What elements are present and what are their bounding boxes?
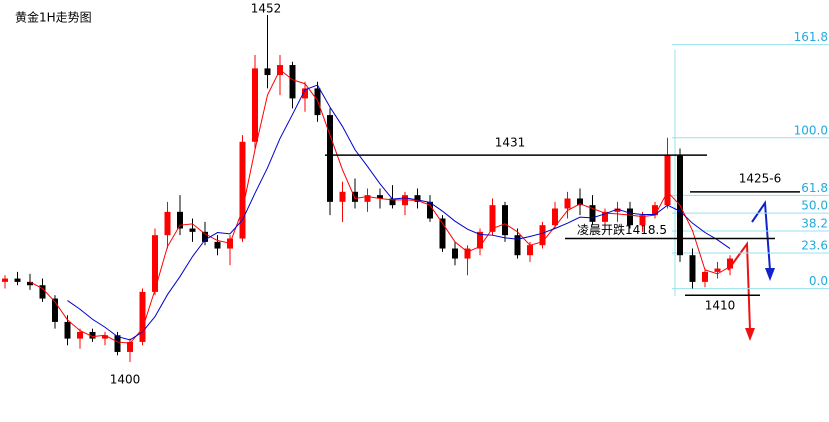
fib-label: 100.0 [794,123,828,137]
candle-body [727,258,733,269]
candle-body [102,335,108,339]
candle-body [139,291,146,342]
level-label: 1431 [495,136,526,150]
candle-body [514,235,521,256]
candle-body [389,198,396,206]
candle-body [377,195,383,199]
candle-body [27,281,33,286]
fib-label: 161.8 [794,30,828,44]
candle-body [477,231,483,249]
candle-body [214,241,221,249]
candle-body [14,278,21,282]
candle-body [89,331,96,339]
candle-body [639,215,646,226]
candle-body [64,321,71,339]
candle-body [2,278,8,282]
level-label: 凌晨开跌1418.5 [577,222,667,237]
candle-body [289,65,296,99]
candle-body [602,211,608,222]
candle-body [202,231,208,242]
fib-label: 38.2 [801,216,828,230]
candle-body [177,211,183,229]
candle-body [564,198,571,209]
candle-body [502,205,508,236]
candle-body [552,208,558,226]
candle-body [252,68,258,142]
moving-average [67,84,731,341]
moving-average [29,68,731,344]
fib-label: 23.6 [801,238,828,252]
candle-body [689,255,696,282]
fib-label: 50.0 [801,199,828,213]
candle-body [264,68,271,76]
candle-body [352,191,358,202]
candle-body [52,298,58,322]
candle-body [489,205,496,232]
candle-body [539,225,546,246]
candle-body [614,208,621,212]
candle-body [577,198,583,206]
red-arrow [727,241,751,331]
candle-body [702,271,708,282]
candle-body [302,88,308,99]
candle-body [239,141,246,239]
chart-title: 黄金1H走势图 [15,10,92,25]
fib-label: 0.0 [809,274,828,288]
candle-body [189,228,196,232]
fib-label: 61.8 [801,181,828,195]
level-label: 1410 [705,299,736,313]
candle-body [714,268,721,272]
candle-body [464,248,471,259]
blue-arrow [751,200,771,271]
candle-body [327,115,333,202]
candle-body [527,245,533,256]
candle-body [364,195,371,202]
red-arrow-head [745,328,755,341]
candle-body [589,205,596,222]
candle-body [452,248,458,259]
candle-body [114,335,121,352]
candle-body [414,195,421,202]
candle-body [164,211,171,236]
candle-body [152,235,158,292]
candle-body [627,208,633,226]
candle-body [77,331,83,339]
candle-body [39,285,46,299]
level-label: 1425-6 [739,171,782,185]
price-annotation: 1452 [251,2,282,16]
candle-body [652,205,658,216]
candle-body [439,218,446,249]
candle-body [427,201,433,219]
blue-arrow-head [765,268,775,281]
candle-body [339,191,346,202]
candle-body [664,155,671,206]
price-annotation: 1400 [110,372,141,386]
candle-body [127,341,133,352]
